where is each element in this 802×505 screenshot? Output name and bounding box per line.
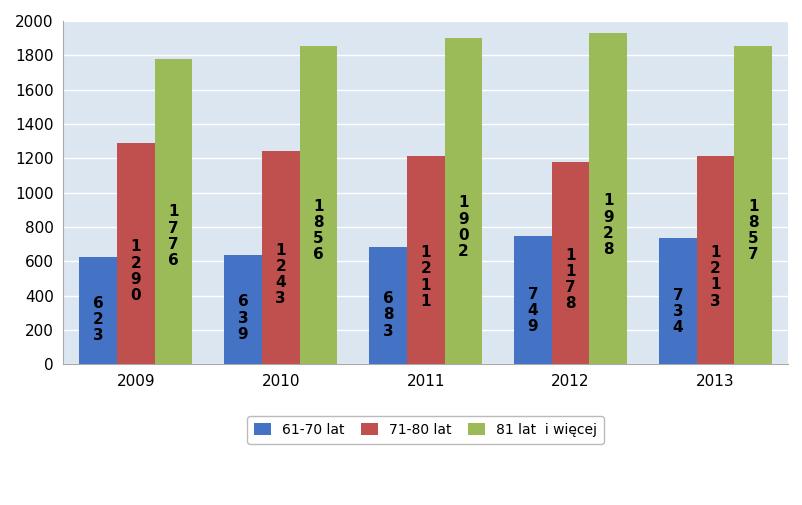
Bar: [734, 45, 771, 364]
Bar: [261, 151, 299, 364]
Text: 7
3
4: 7 3 4: [672, 288, 683, 335]
Bar: [551, 162, 589, 364]
Bar: [513, 236, 551, 364]
Text: 1
8
5
6: 1 8 5 6: [313, 198, 323, 262]
Text: 1
2
1
1: 1 2 1 1: [419, 245, 431, 309]
Bar: [117, 143, 155, 364]
Text: 6
3
9: 6 3 9: [237, 294, 248, 342]
Bar: [155, 60, 192, 364]
Text: 1
7
7
6: 1 7 7 6: [168, 205, 179, 268]
Text: 6
8
3: 6 8 3: [382, 291, 393, 339]
Text: 7
4
9: 7 4 9: [527, 286, 537, 334]
Bar: [696, 156, 734, 364]
Text: 1
2
4
3: 1 2 4 3: [275, 243, 286, 307]
Bar: [224, 255, 261, 364]
Text: 1
8
5
7: 1 8 5 7: [747, 198, 758, 262]
Bar: [79, 258, 117, 364]
Text: 6
2
3: 6 2 3: [93, 295, 103, 343]
Bar: [407, 157, 444, 364]
Text: 1
9
0
2: 1 9 0 2: [457, 195, 468, 259]
Bar: [299, 46, 337, 364]
Bar: [444, 38, 481, 364]
Bar: [658, 238, 696, 364]
Text: 1
1
7
8: 1 1 7 8: [565, 247, 575, 311]
Bar: [589, 33, 626, 364]
Bar: [369, 247, 407, 364]
Legend: 61-70 lat, 71-80 lat, 81 lat  i więcej: 61-70 lat, 71-80 lat, 81 lat i więcej: [247, 416, 603, 444]
Text: 1
2
1
3: 1 2 1 3: [709, 245, 720, 309]
Text: 1
9
2
8: 1 9 2 8: [602, 193, 613, 257]
Text: 1
2
9
0: 1 2 9 0: [130, 239, 141, 303]
